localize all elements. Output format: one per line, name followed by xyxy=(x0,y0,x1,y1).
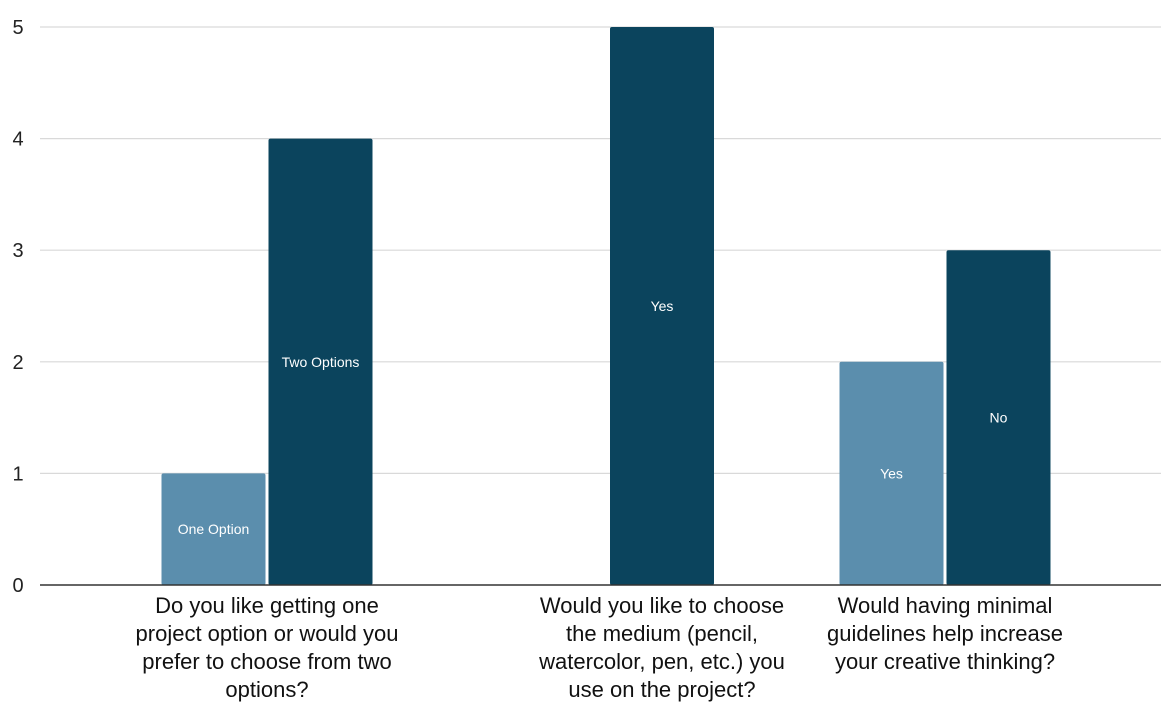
bar-data-label: One Option xyxy=(178,521,250,537)
bar xyxy=(268,138,373,585)
bar-data-label: Yes xyxy=(880,465,903,481)
bar-data-label: Yes xyxy=(651,298,674,314)
x-category-label-line: watercolor, pen, etc.) you xyxy=(538,649,785,674)
x-category-label: Would you like to choose the medium (penc… xyxy=(538,593,785,702)
y-tick-label: 4 xyxy=(12,129,23,151)
x-category-label-line: Do you like getting one xyxy=(155,593,379,618)
x-category-label-line: guidelines help increase xyxy=(827,621,1063,646)
bar xyxy=(161,473,266,585)
x-category-label-line: Would having minimal xyxy=(838,593,1053,618)
x-category-label-line: prefer to choose from two xyxy=(142,649,391,674)
y-tick-label: 0 xyxy=(12,575,23,597)
x-category-label-line: use on the project? xyxy=(568,677,755,702)
y-tick-label: 5 xyxy=(12,17,23,39)
bar xyxy=(610,27,714,585)
bar-labels: One Option Two Options Yes Yes No xyxy=(178,298,1008,537)
bar xyxy=(839,361,944,585)
bar xyxy=(946,250,1051,585)
x-axis-category-labels: Do you like getting one project option or… xyxy=(136,593,1064,702)
bar-data-label: Two Options xyxy=(282,354,360,370)
y-tick-label: 1 xyxy=(12,463,23,485)
x-category-label: Do you like getting one project option or… xyxy=(136,593,399,702)
y-tick-label: 2 xyxy=(12,352,23,374)
x-category-label-line: the medium (pencil, xyxy=(566,621,758,646)
bar-data-label: No xyxy=(990,410,1008,426)
x-category-label-line: options? xyxy=(225,677,308,702)
y-axis-tick-labels: 0 1 2 3 4 5 xyxy=(12,17,23,597)
x-category-label-line: your creative thinking? xyxy=(835,649,1055,674)
y-tick-label: 3 xyxy=(12,240,23,262)
x-category-label: Would having minimal guidelines help incr… xyxy=(827,593,1063,674)
x-category-label-line: project option or would you xyxy=(136,621,399,646)
x-category-label-line: Would you like to choose xyxy=(540,593,784,618)
bars xyxy=(161,27,1051,585)
